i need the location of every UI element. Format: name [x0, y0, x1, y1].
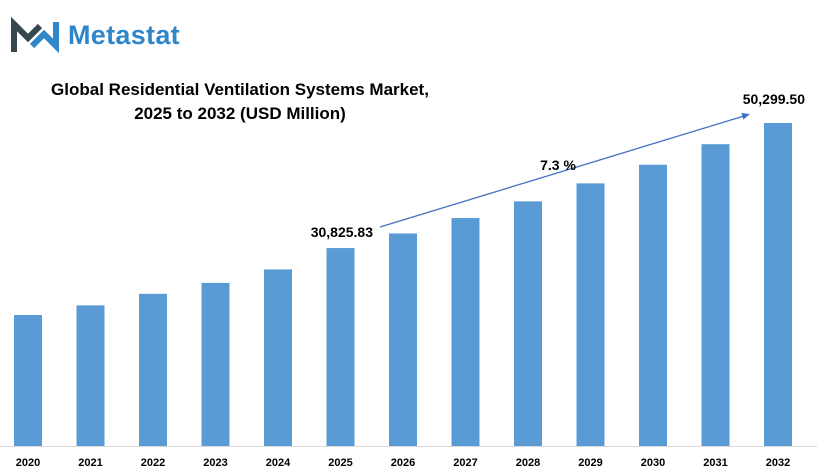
bars-group — [14, 123, 792, 447]
metastat-logo-icon — [11, 16, 59, 54]
x-tick-label: 2026 — [391, 457, 415, 469]
growth-arrowhead — [741, 112, 750, 120]
start-value-label: 30,825.83 — [311, 224, 373, 240]
x-tick-label: 2020 — [16, 457, 40, 469]
chart-title-line1: Global Residential Ventilation Systems M… — [51, 80, 429, 99]
x-tick-label: 2028 — [516, 457, 540, 469]
bar-2023 — [201, 282, 230, 446]
x-tick-label: 2023 — [203, 457, 227, 469]
bar-2030 — [639, 164, 667, 447]
growth-arrow — [379, 115, 745, 228]
x-tick-label: 2029 — [578, 457, 602, 469]
x-tick-label: 2021 — [78, 457, 102, 469]
bar-2022 — [139, 293, 167, 446]
x-tick-label: 2025 — [328, 457, 352, 469]
x-tick-label: 2030 — [641, 457, 665, 469]
chart-title: Global Residential Ventilation Systems M… — [0, 78, 480, 126]
x-tick-label: 2024 — [266, 457, 291, 469]
bar-2032 — [764, 123, 792, 446]
bar-2027 — [451, 218, 480, 446]
end-value-label: 50,299.50 — [743, 91, 805, 107]
bar-2026 — [389, 233, 417, 446]
x-tick-label: 2032 — [766, 457, 790, 469]
x-tick-label: 2027 — [453, 457, 477, 469]
x-tick-label: 2031 — [703, 457, 727, 469]
bar-2029 — [576, 183, 605, 446]
bar-2031 — [701, 144, 730, 446]
chart-title-line2: 2025 to 2032 (USD Million) — [134, 104, 346, 123]
x-tick-label: 2022 — [141, 457, 165, 469]
bar-2021 — [76, 305, 105, 446]
bar-2025 — [326, 248, 355, 446]
bar-2028 — [514, 201, 542, 446]
bar-2024 — [264, 269, 292, 446]
bar-2020 — [14, 315, 42, 446]
cagr-label: 7.3 % — [540, 157, 576, 173]
x-tick-labels: 2020 2021 2022 2023 2024 2025 2026 2027 2028 2029… — [16, 457, 790, 469]
brand-name: Metastat — [68, 20, 180, 50]
